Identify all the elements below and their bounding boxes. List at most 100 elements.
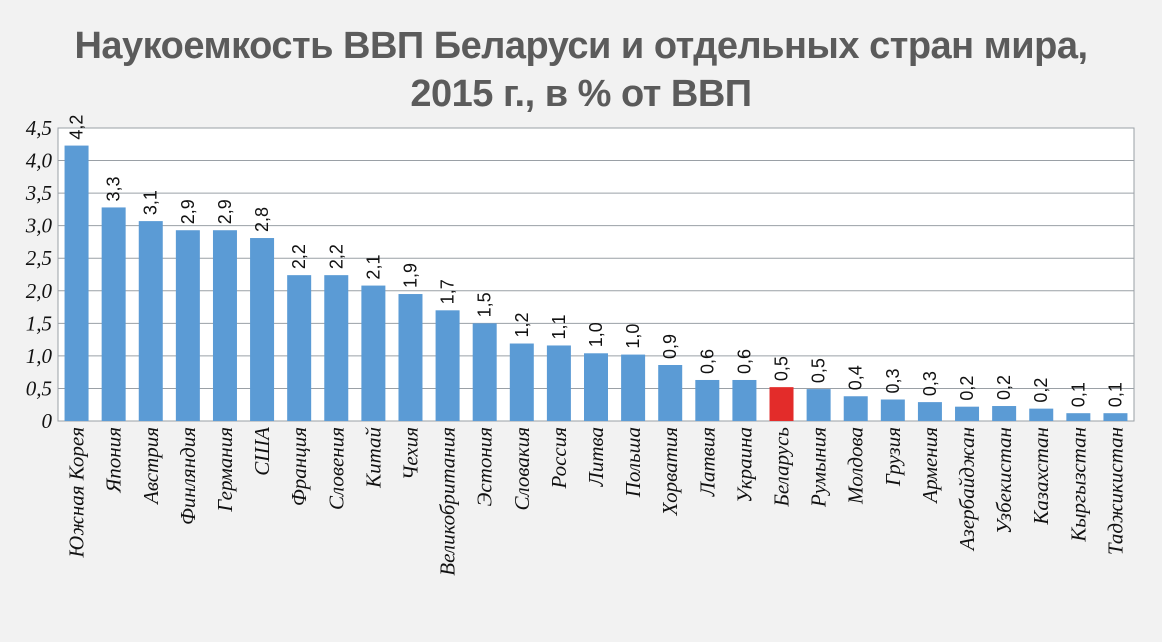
data-label: 0,9 bbox=[660, 334, 680, 359]
bar-highlight bbox=[769, 387, 794, 421]
data-label: 0,6 bbox=[734, 349, 754, 374]
bar bbox=[472, 323, 497, 421]
y-tick-label: 0 bbox=[42, 409, 53, 433]
chart-title: Наукоемкость ВВП Беларуси и отдельных ст… bbox=[0, 22, 1162, 118]
x-category-label: Россия bbox=[547, 427, 571, 489]
data-label: 1,0 bbox=[586, 322, 606, 347]
bar bbox=[435, 310, 460, 421]
bar bbox=[1103, 413, 1128, 421]
y-tick-label: 4,0 bbox=[26, 149, 53, 173]
chart-title-line-2: 2015 г., в % от ВВП bbox=[410, 73, 752, 115]
bar bbox=[212, 230, 237, 421]
bar bbox=[1029, 408, 1054, 421]
data-label: 0,5 bbox=[772, 356, 792, 381]
data-label: 1,9 bbox=[400, 263, 420, 288]
bar bbox=[361, 285, 386, 421]
bar bbox=[287, 275, 312, 421]
x-category-label: Япония bbox=[102, 427, 126, 493]
x-category-label: Южная Корея bbox=[65, 427, 89, 559]
data-label: 0,1 bbox=[1068, 382, 1088, 407]
bar bbox=[955, 406, 980, 421]
x-category-label: Эстония bbox=[473, 427, 497, 506]
bar bbox=[843, 396, 868, 421]
bar bbox=[584, 353, 608, 421]
x-category-label: Китай bbox=[361, 427, 385, 489]
data-label: 2,1 bbox=[363, 255, 383, 280]
data-label: 0,1 bbox=[1105, 382, 1125, 407]
y-tick-label: 2,0 bbox=[26, 279, 53, 303]
x-category-label: Узбекистан bbox=[992, 427, 1016, 534]
bar bbox=[917, 402, 942, 421]
x-category-label: Финляндия bbox=[176, 427, 200, 525]
x-category-label: Германия bbox=[213, 427, 237, 513]
data-label: 3,1 bbox=[141, 190, 161, 215]
bar bbox=[175, 230, 200, 421]
y-tick-label: 3,5 bbox=[25, 181, 52, 205]
bar bbox=[1066, 413, 1091, 421]
x-category-label: Азербайджан bbox=[955, 427, 979, 552]
x-category-label: Армения bbox=[918, 427, 942, 505]
bar bbox=[324, 275, 349, 421]
x-category-label: Казахстан bbox=[1029, 427, 1053, 526]
x-category-label: Австрия bbox=[139, 427, 163, 506]
data-label: 0,2 bbox=[994, 375, 1014, 400]
data-label: 2,2 bbox=[289, 244, 309, 269]
bar bbox=[138, 221, 163, 421]
data-label: 2,9 bbox=[215, 199, 235, 224]
x-category-label: Словения bbox=[324, 427, 348, 510]
y-tick-label: 1,5 bbox=[26, 311, 52, 335]
y-tick-label: 4,5 bbox=[26, 116, 52, 140]
bar bbox=[806, 389, 831, 421]
data-label: 0,2 bbox=[957, 376, 977, 401]
y-tick-label: 3,0 bbox=[25, 214, 53, 238]
y-tick-label: 2,5 bbox=[26, 246, 52, 270]
bar bbox=[992, 406, 1017, 421]
x-category-label: Молдова bbox=[844, 427, 868, 505]
data-label: 1,5 bbox=[475, 292, 495, 317]
x-category-label: Латвия bbox=[695, 427, 719, 497]
data-label: 1,7 bbox=[438, 279, 458, 304]
y-tick-label: 1,0 bbox=[26, 344, 53, 368]
x-category-label: Литва bbox=[584, 427, 608, 487]
bar bbox=[732, 379, 757, 421]
data-label: 0,3 bbox=[883, 368, 903, 393]
bar bbox=[64, 145, 89, 421]
bar bbox=[250, 238, 275, 421]
bar bbox=[546, 345, 571, 421]
bar bbox=[658, 365, 683, 421]
data-label: 0,6 bbox=[697, 349, 717, 374]
data-label: 0,3 bbox=[920, 371, 940, 396]
data-label: 2,9 bbox=[178, 199, 198, 224]
bar bbox=[101, 207, 126, 421]
data-label: 3,3 bbox=[104, 176, 124, 201]
x-category-label: Таджикистан bbox=[1103, 427, 1127, 555]
bar bbox=[695, 379, 720, 421]
x-category-label: Словакия bbox=[510, 427, 534, 510]
bar bbox=[621, 354, 646, 421]
x-category-label: Кыргызстан bbox=[1066, 427, 1090, 543]
x-category-label: Франция bbox=[287, 427, 311, 506]
x-category-label: Беларусь bbox=[770, 427, 794, 508]
x-category-label: Польша bbox=[621, 427, 645, 498]
data-label: 0,2 bbox=[1031, 378, 1051, 403]
bar bbox=[880, 399, 905, 421]
data-label: 1,0 bbox=[623, 324, 643, 349]
x-category-label: Хорватия bbox=[658, 427, 682, 516]
x-category-label: Великобритания bbox=[436, 427, 460, 576]
data-label: 2,8 bbox=[252, 207, 272, 232]
data-label: 4,2 bbox=[67, 115, 87, 140]
bar bbox=[509, 343, 534, 421]
bar bbox=[398, 294, 423, 421]
x-category-label: Украина bbox=[732, 427, 756, 503]
chart-title-line-1: Наукоемкость ВВП Беларуси и отдельных ст… bbox=[74, 25, 1088, 67]
y-tick-label: 0,5 bbox=[26, 376, 52, 400]
x-category-label: Румыния bbox=[807, 427, 831, 508]
x-category-label: Чехия bbox=[398, 427, 422, 480]
data-label: 1,2 bbox=[512, 312, 532, 337]
data-label: 2,2 bbox=[326, 244, 346, 269]
x-category-label: Грузия bbox=[881, 427, 905, 487]
data-label: 0,4 bbox=[846, 365, 866, 390]
data-label: 0,5 bbox=[809, 358, 829, 383]
